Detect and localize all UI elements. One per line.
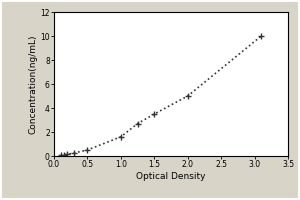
Y-axis label: Concentration(ng/mL): Concentration(ng/mL) — [28, 34, 38, 134]
X-axis label: Optical Density: Optical Density — [136, 172, 206, 181]
